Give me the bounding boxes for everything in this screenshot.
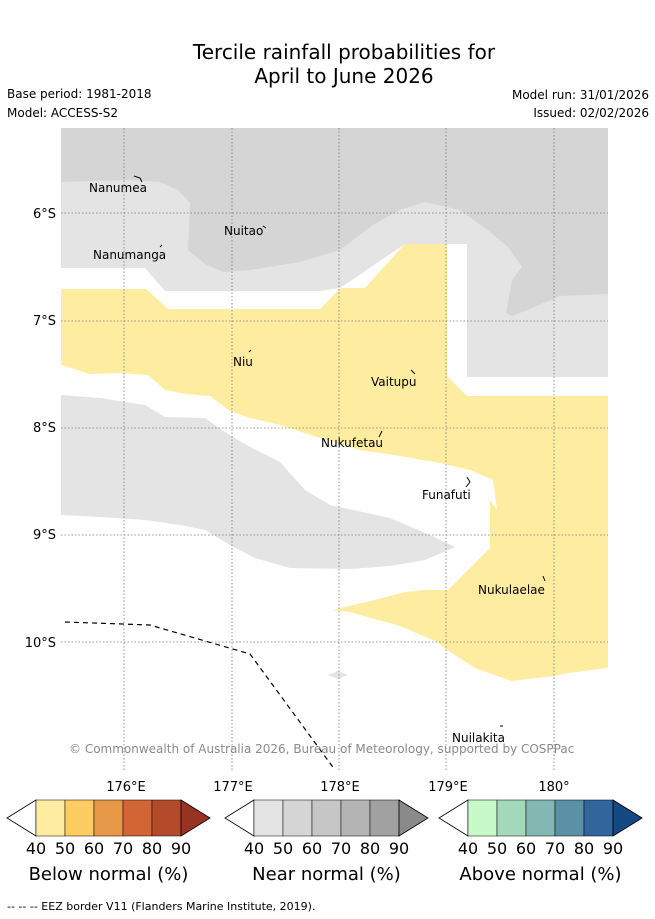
below-colorbar-segment-5 [151, 799, 182, 837]
above-colorbar-under-arrow [438, 799, 469, 837]
colorbar-below-normal: 40 50 60 70 80 90 Below normal (%) [6, 799, 211, 885]
below-colorbar-title: Below normal (%) [29, 864, 189, 885]
near-normal-region-north-50 [61, 128, 608, 316]
near-colorbar-title: Near normal (%) [252, 864, 401, 885]
island-mark-nanumea [133, 175, 143, 183]
place-nanumanga: Nanumanga [93, 248, 166, 262]
near-colorbar-segment-1 [253, 799, 284, 837]
near-colorbar-segment-4 [340, 799, 371, 837]
near-colorbar-tick-70: 70 [331, 839, 351, 858]
title-line-2: April to June 2026 [254, 64, 434, 88]
above-colorbar-tick-90: 90 [603, 839, 623, 858]
below-colorbar-tick-90: 90 [171, 839, 191, 858]
model-name: Model: ACCESS-S2 [7, 106, 119, 120]
island-mark-niu [248, 349, 252, 353]
colorbar-above-normal: 40 50 60 70 80 90 Above normal (%) [438, 799, 643, 885]
model-run-date: Model run: 31/01/2026 [511, 88, 649, 102]
place-nanumea: Nanumea [89, 181, 147, 195]
above-colorbar-tick-50: 50 [487, 839, 507, 858]
place-funafuti: Funafuti [422, 488, 471, 502]
above-colorbar-segment-4 [554, 799, 585, 837]
island-mark-nuitao [262, 225, 267, 229]
above-colorbar-segment-1 [467, 799, 498, 837]
island-mark-nukulaelae [542, 575, 546, 582]
near-colorbar-segment-2 [282, 799, 313, 837]
above-colorbar-segment-2 [496, 799, 527, 837]
island-mark-vaitupu [410, 369, 416, 375]
title-line-1: Tercile rainfall probabilities for [192, 40, 496, 64]
lat-label-10s: 10°S [25, 636, 56, 651]
near-colorbar-tick-60: 60 [302, 839, 322, 858]
above-colorbar-tick-60: 60 [516, 839, 536, 858]
near-colorbar-tick-90: 90 [389, 839, 409, 858]
near-colorbar-under-arrow [224, 799, 255, 837]
near-colorbar-tick-40: 40 [244, 839, 264, 858]
map-area: Nanumea Nuitao Nanumanga Niu Vaitupu Nuk… [61, 128, 608, 770]
lat-label-9s: 9°S [33, 528, 56, 543]
place-nukulaelae: Nukulaelae [478, 583, 545, 597]
above-colorbar-tick-70: 70 [545, 839, 565, 858]
grid-lines [61, 128, 608, 770]
above-colorbar-segment-5 [583, 799, 614, 837]
below-normal-region-main [61, 244, 608, 681]
island-mark-funafuti [465, 476, 471, 488]
map-title: Tercile rainfall probabilities for April… [0, 40, 655, 88]
lat-label-6s: 6°S [33, 207, 56, 222]
near-colorbar-tick-80: 80 [360, 839, 380, 858]
above-colorbar-title: Above normal (%) [459, 864, 621, 885]
below-colorbar-tick-60: 60 [84, 839, 104, 858]
above-colorbar-tick-40: 40 [458, 839, 478, 858]
below-colorbar-segment-2 [64, 799, 95, 837]
lon-label-179e: 179°E [428, 780, 468, 795]
eez-legend-note: -- -- -- EEZ border V11 (Flanders Marine… [7, 900, 316, 913]
lon-label-178e: 178°E [320, 780, 360, 795]
lat-label-7s: 7°S [33, 314, 56, 329]
below-colorbar-tick-80: 80 [142, 839, 162, 858]
island-marks [133, 175, 546, 727]
copyright-notice: © Commonwealth of Australia 2026, Bureau… [69, 742, 574, 756]
base-period: Base period: 1981-2018 [7, 87, 152, 101]
above-colorbar-tick-80: 80 [574, 839, 594, 858]
place-nuilakita: Nuilakita [452, 731, 505, 745]
issued-date: Issued: 02/02/2026 [533, 106, 649, 120]
lat-label-8s: 8°S [33, 421, 56, 436]
below-colorbar-segment-3 [93, 799, 124, 837]
near-colorbar-segment-3 [311, 799, 342, 837]
place-nuitao: Nuitao [224, 224, 263, 238]
near-colorbar-over-arrow [398, 799, 429, 837]
lon-label-180: 180° [538, 780, 569, 795]
small-near-normal-patch [328, 671, 348, 679]
eez-border-line [64, 621, 336, 770]
lon-label-176e: 176°E [106, 780, 146, 795]
below-colorbar-tick-50: 50 [55, 839, 75, 858]
above-colorbar-segment-3 [525, 799, 556, 837]
place-vaitupu: Vaitupu [371, 375, 417, 389]
below-colorbar-tick-40: 40 [26, 839, 46, 858]
below-colorbar-under-arrow [6, 799, 37, 837]
below-colorbar-tick-70: 70 [113, 839, 133, 858]
colorbar-near-normal: 40 50 60 70 80 90 Near normal (%) [224, 799, 429, 885]
below-colorbar-segment-1 [35, 799, 66, 837]
near-normal-region-south [61, 395, 455, 569]
lon-label-177e: 177°E [213, 780, 253, 795]
below-colorbar-segment-4 [122, 799, 153, 837]
place-niu: Niu [233, 355, 253, 369]
below-colorbar-over-arrow [180, 799, 211, 837]
near-colorbar-tick-50: 50 [273, 839, 293, 858]
island-mark-nanumanga [159, 244, 163, 248]
near-colorbar-segment-5 [369, 799, 400, 837]
place-nukufetau: Nukufetau [321, 436, 383, 450]
above-colorbar-over-arrow [612, 799, 643, 837]
island-mark-nukufetau [378, 430, 383, 438]
